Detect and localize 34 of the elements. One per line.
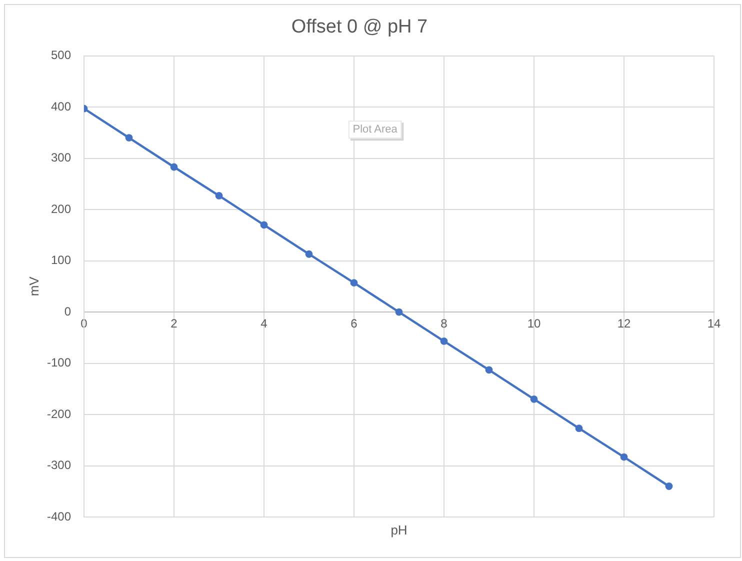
x-tick-label: 2 [170,316,178,331]
y-tick-label: -400 [46,509,72,524]
x-tick-label: 14 [707,316,721,331]
y-tick-label: 300 [50,150,72,165]
point [620,453,628,461]
point [485,366,493,374]
point [395,308,403,316]
x-axis-title: pH [390,522,408,538]
point [170,163,178,171]
y-tick-label: 500 [50,48,72,62]
y-tick-label: -300 [46,458,72,472]
point [575,424,583,432]
chart-title: Offset 0 @ pH 7 [291,16,428,38]
y-tick-label: -200 [46,406,72,421]
point [215,192,223,200]
point [665,482,673,490]
y-tick-label: -100 [46,356,72,370]
x-tick-label: 10 [527,316,541,331]
point [125,134,133,142]
point [530,395,538,403]
y-tick-label: 200 [50,202,72,216]
y-tick-label: 400 [50,99,72,114]
point [350,279,358,287]
x-tick-label: 4 [260,316,268,331]
y-tick-label: 100 [50,253,72,268]
point [305,250,313,258]
annotation: Plot Area [352,124,398,136]
x-tick-label: 12 [617,316,631,331]
x-tick-label: 6 [350,316,358,331]
x-tick-label: 8 [440,316,448,331]
y-tick-label: 0 [64,304,72,318]
point [440,338,448,345]
point [260,221,268,229]
y-axis-title: mV [26,276,42,296]
